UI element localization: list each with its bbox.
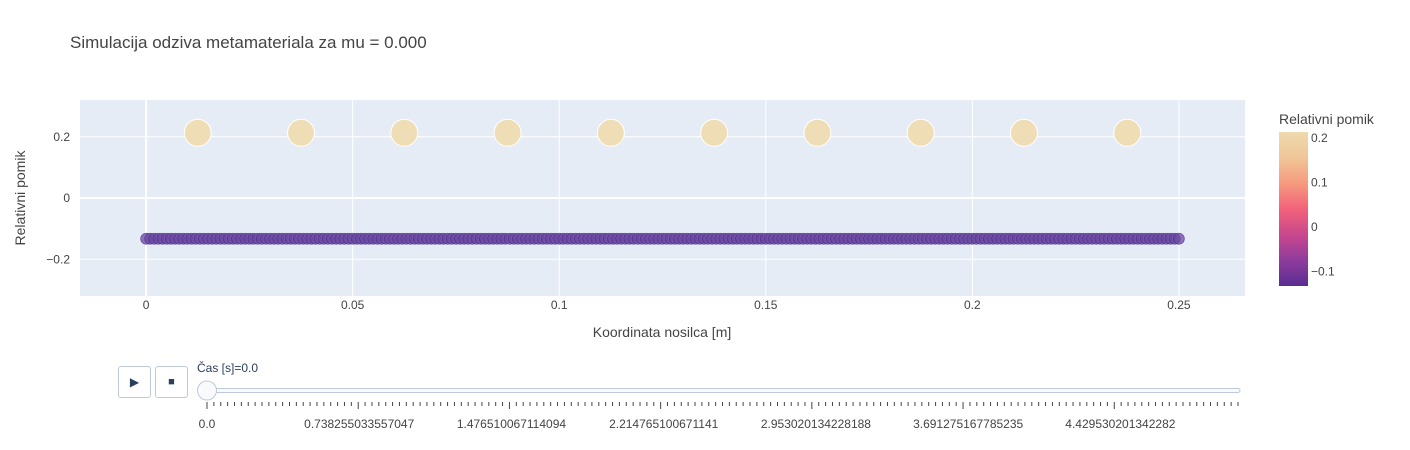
slider-tick-label: 1.476510067114094	[457, 417, 567, 431]
y-tick-label: −0.2	[46, 252, 70, 266]
colorbar-tick-labels: −0.1 0 0.1 0.2	[1311, 131, 1335, 279]
x-tick-label: 0	[143, 298, 150, 312]
colorbar-tick-label: 0.2	[1311, 131, 1328, 145]
colorbar	[1279, 132, 1308, 286]
colorbar-tick-label: 0.1	[1311, 175, 1328, 189]
resonator-point	[700, 118, 729, 147]
x-tick-label: 0.1	[551, 298, 568, 312]
resonator-point	[596, 118, 625, 147]
colorbar-tick-label: 0	[1311, 220, 1318, 234]
resonator-point	[183, 118, 212, 147]
beam-series	[140, 232, 1185, 245]
slider-handle[interactable]	[197, 380, 217, 401]
y-tick-labels: −0.2 0 0.2	[46, 130, 70, 267]
x-tick-label: 0.15	[754, 298, 778, 312]
x-tick-label: 0.05	[341, 298, 365, 312]
x-tick-label: 0.25	[1167, 298, 1191, 312]
chart-title: Simulacija odziva metamateriala za mu = …	[70, 33, 427, 52]
y-axis-label: Relativni pomik	[12, 150, 28, 246]
resonator-point	[287, 118, 316, 147]
slider-tick-label: 0.738255033557047	[304, 417, 414, 431]
stop-button[interactable]: ■	[155, 366, 188, 398]
slider-tick-label: 0.0	[199, 417, 216, 431]
x-tick-label: 0.2	[964, 298, 981, 312]
slider-tick-label: 2.214765100671141	[609, 417, 719, 431]
y-gridlines	[80, 136, 1245, 260]
colorbar-title: Relativni pomik	[1279, 111, 1375, 127]
beam-point	[1173, 232, 1185, 245]
y-tick-label: 0	[63, 191, 70, 205]
resonator-series	[183, 118, 1142, 147]
resonator-point	[390, 118, 419, 147]
resonator-point	[906, 118, 935, 147]
resonator-point	[493, 118, 522, 147]
slider-current-value: Čas [s]=0.0	[197, 361, 259, 375]
slider-ticks	[206, 402, 1239, 409]
x-tick-labels: 0 0.05 0.1 0.15 0.2 0.25	[143, 298, 1191, 312]
slider-tick-label: 3.691275167785235	[913, 417, 1023, 431]
resonator-point	[803, 118, 832, 147]
slider-tick-labels: 0.0 0.738255033557047 1.476510067114094 2.2…	[199, 417, 1176, 431]
colorbar-tick-label: −0.1	[1311, 264, 1335, 278]
resonator-point	[1113, 118, 1142, 147]
play-button[interactable]: ▶	[118, 366, 151, 398]
resonator-point	[1009, 118, 1038, 147]
y-tick-label: 0.2	[53, 130, 70, 144]
slider-tick-label: 2.953020134228188	[761, 417, 871, 431]
slider-tick-label: 4.429530201342282	[1065, 417, 1175, 431]
x-axis-label: Koordinata nosilca [m]	[593, 324, 732, 340]
